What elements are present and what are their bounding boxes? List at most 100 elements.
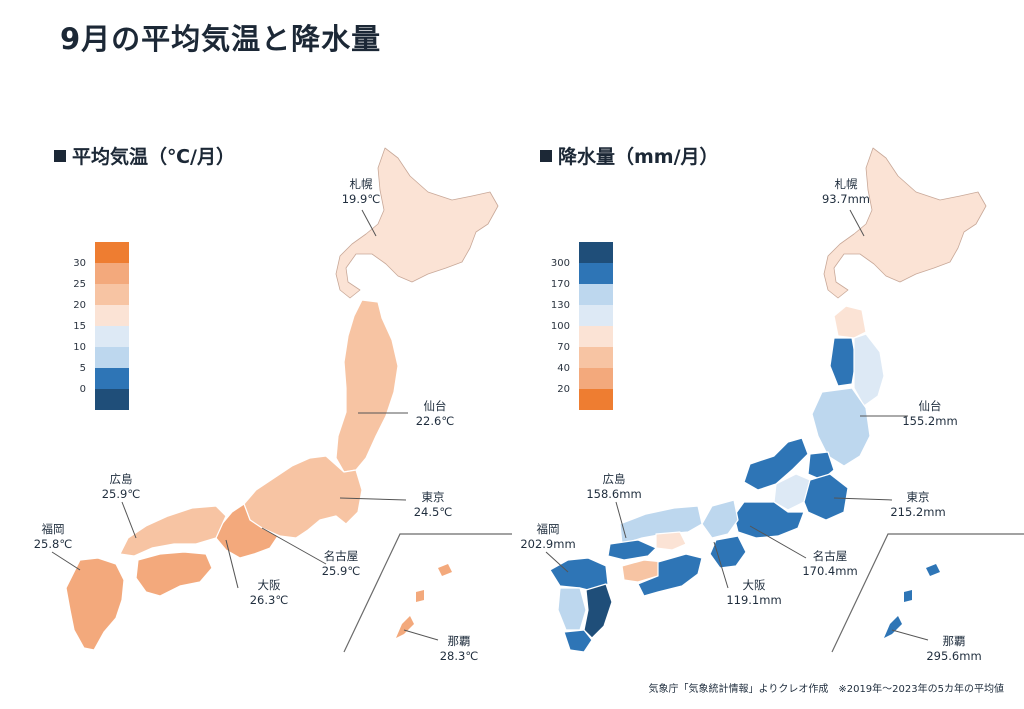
okinawa-inset-frame [831, 533, 1024, 653]
precipitation-map [545, 147, 1024, 653]
city-callout-fukuoka: 福岡 25.8℃ [20, 522, 86, 552]
okinawa-islands [884, 564, 940, 638]
city-name: 広島 [602, 472, 626, 486]
kagoshima-region [563, 629, 593, 653]
legend-cell [579, 284, 613, 305]
kinki-south-region [709, 535, 747, 569]
chubu-kanto-region [243, 455, 363, 539]
okayama-region [655, 531, 687, 551]
city-callout-hiroshima: 広島 158.6mm [574, 472, 654, 502]
city-name: 那覇 [447, 634, 471, 648]
leader-line [615, 501, 627, 539]
aomori-region [833, 305, 867, 339]
legend-cell [95, 305, 129, 326]
tohoku-south-region [811, 387, 871, 467]
city-callout-nagoya: 名古屋 170.4mm [790, 549, 870, 579]
city-value: 202.9mm [520, 537, 576, 551]
temperature-heading-text: 平均気温（℃/月） [72, 146, 235, 168]
iwate-miyagi-region [853, 333, 885, 407]
city-value: 22.6℃ [415, 414, 455, 428]
temperature-heading: 平均気温（℃/月） [54, 142, 235, 169]
legend-cell [95, 389, 129, 410]
city-callout-tokyo: 東京 24.5℃ [396, 490, 470, 520]
city-callout-sendai: 仙台 22.6℃ [398, 399, 472, 429]
legend-cell [579, 389, 613, 410]
chugoku-region [119, 505, 227, 557]
legend-cell [579, 347, 613, 368]
kanto-region [803, 473, 849, 521]
city-callout-sapporo: 札幌 19.9℃ [326, 177, 396, 207]
legend-tick: 40 [557, 363, 570, 374]
legend-cell [95, 242, 129, 263]
leader-line [225, 539, 239, 589]
miyazaki-region [583, 583, 613, 639]
kyushu-north-region [549, 557, 609, 593]
city-callout-fukuoka: 福岡 202.9mm [508, 522, 588, 552]
leader-line [121, 501, 137, 539]
leader-line [403, 629, 439, 641]
legend-tick: 20 [73, 300, 86, 311]
city-callout-naha: 那覇 295.6mm [914, 634, 994, 664]
okinawa-islands [396, 564, 452, 638]
city-value: 25.9℃ [101, 487, 141, 501]
leader-line [891, 629, 929, 641]
legend-tick: 0 [79, 384, 86, 395]
city-value: 215.2mm [890, 505, 946, 519]
legend-cell [579, 263, 613, 284]
niigata-region [743, 437, 809, 491]
city-callout-naha: 那覇 28.3℃ [424, 634, 494, 664]
city-callout-osaka: 大阪 119.1mm [714, 578, 794, 608]
shikoku-south-region [637, 553, 703, 597]
city-name: 広島 [109, 472, 133, 486]
akita-region [829, 337, 857, 387]
legend-tick: 170 [550, 279, 570, 290]
leader-line [833, 497, 893, 501]
legend-tick: 30 [73, 258, 86, 269]
city-value: 25.8℃ [33, 537, 73, 551]
city-name: 仙台 [918, 399, 942, 413]
leader-line [51, 551, 81, 571]
leader-line [713, 541, 729, 589]
legend-tick: 20 [557, 384, 570, 395]
legend-tick: 300 [550, 258, 570, 269]
city-callout-tokyo: 東京 215.2mm [878, 490, 958, 520]
legend-cell [95, 263, 129, 284]
tokai-region [733, 501, 805, 539]
legend-cell [95, 347, 129, 368]
city-name: 福岡 [536, 522, 560, 536]
precipitation-heading: 降水量（mm/月） [540, 142, 719, 169]
chugoku-south-region [607, 539, 657, 561]
city-name: 東京 [421, 490, 445, 504]
city-callout-nagoya: 名古屋 25.9℃ [304, 549, 378, 579]
city-value: 119.1mm [726, 593, 782, 607]
temperature-legend [95, 242, 129, 410]
city-value: 19.9℃ [341, 192, 381, 206]
square-bullet-icon [540, 150, 552, 162]
hokkaido-region [335, 147, 499, 299]
legend-cell [95, 284, 129, 305]
city-value: 158.6mm [586, 487, 642, 501]
okinawa-inset-frame [343, 533, 512, 653]
kyushu-west-region [557, 587, 587, 631]
page-title: 9月の平均気温と降水量 [60, 22, 382, 56]
city-value: 155.2mm [902, 414, 958, 428]
city-name: 東京 [906, 490, 930, 504]
leader-line [749, 525, 807, 559]
city-name: 福岡 [41, 522, 65, 536]
precipitation-legend [579, 242, 613, 410]
city-name: 大阪 [257, 578, 281, 592]
city-name: 札幌 [834, 177, 858, 191]
legend-cell [579, 305, 613, 326]
city-callout-hiroshima: 広島 25.9℃ [86, 472, 156, 502]
city-name: 札幌 [349, 177, 373, 191]
legend-cell [579, 326, 613, 347]
city-value: 26.3℃ [249, 593, 289, 607]
city-value: 93.7mm [821, 192, 870, 206]
legend-tick: 15 [73, 321, 86, 332]
city-callout-sendai: 仙台 155.2mm [892, 399, 968, 429]
legend-tick: 100 [550, 321, 570, 332]
hokkaido-region [823, 147, 987, 299]
legend-cell [95, 368, 129, 389]
legend-cell [579, 242, 613, 263]
tohoku-region [335, 299, 399, 473]
